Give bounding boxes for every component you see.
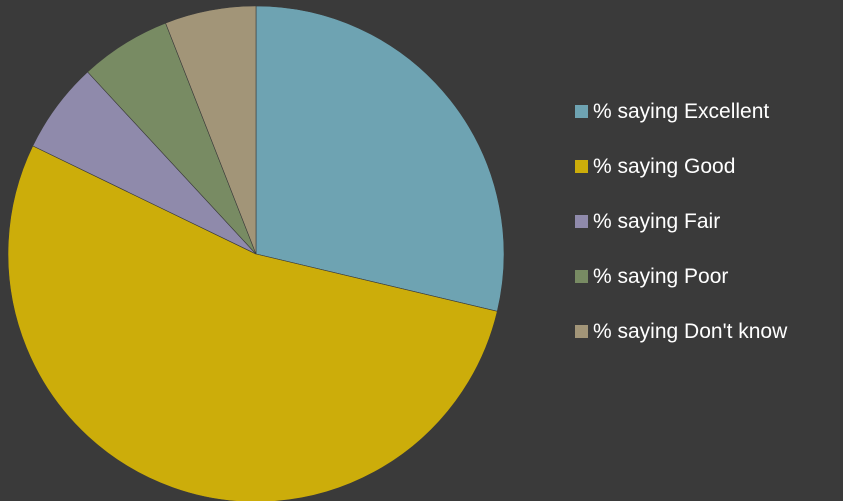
legend-label-2: % saying Fair: [593, 209, 721, 233]
legend-item-1: % saying Good: [575, 153, 787, 180]
pie-plot-area: [7, 5, 505, 501]
legend-item-2: % saying Fair: [575, 208, 787, 235]
pie-slice-1: [7, 145, 498, 501]
pie-slice-4: [165, 5, 257, 255]
legend-swatch-0: [575, 105, 588, 118]
legend-label-0: % saying Excellent: [593, 99, 770, 123]
legend-item-0: % saying Excellent: [575, 98, 787, 125]
legend-item-4: % saying Don't know: [575, 318, 787, 345]
legend-swatch-4: [575, 325, 588, 338]
legend-swatch-2: [575, 215, 588, 228]
legend-swatch-3: [575, 270, 588, 283]
legend-item-3: % saying Poor: [575, 263, 787, 290]
chart-legend: % saying Excellent % saying Good % saying …: [575, 98, 787, 373]
legend-label-1: % saying Good: [593, 154, 736, 178]
pie-slice-0: [255, 5, 505, 312]
legend-swatch-1: [575, 160, 588, 173]
legend-label-3: % saying Poor: [593, 264, 729, 288]
legend-label-4: % saying Don't know: [593, 319, 788, 343]
